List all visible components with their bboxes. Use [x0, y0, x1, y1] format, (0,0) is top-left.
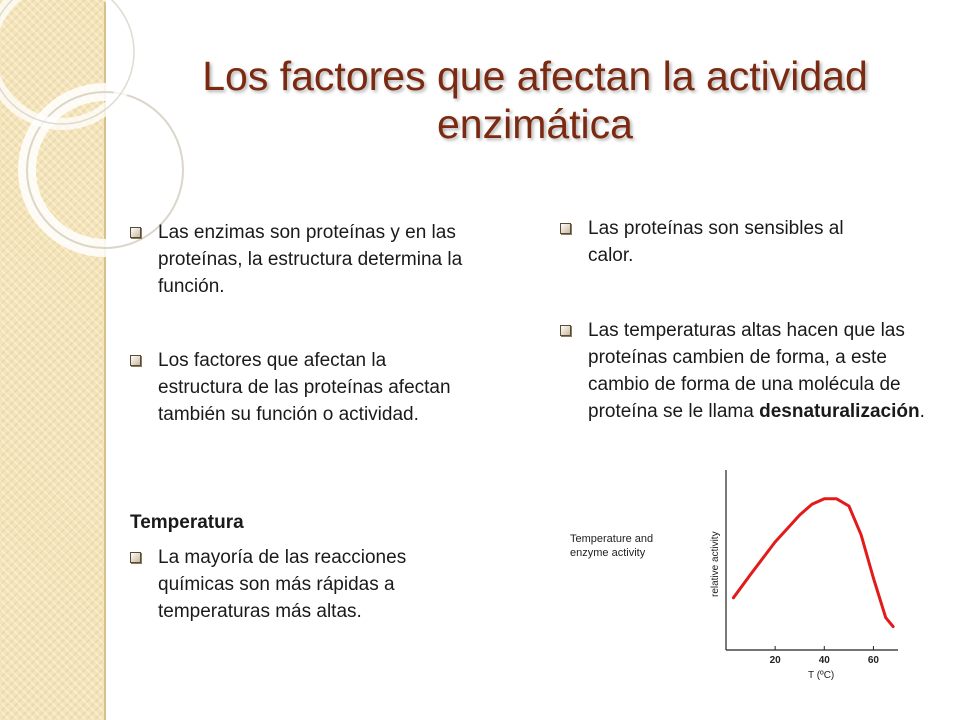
left-bullet-2: Los factores que afectan la estructura d…	[130, 347, 470, 428]
x-tick-label: 20	[770, 655, 782, 666]
x-tick-label: 60	[868, 655, 880, 666]
right-bullet-2-text: Las temperaturas altas hacen que las pro…	[588, 320, 905, 422]
desnaturalizacion-term: desnaturalización	[759, 401, 920, 422]
activity-curve	[731, 497, 895, 629]
x-tick-label: 40	[819, 655, 831, 666]
section-label-temperatura: Temperatura	[130, 512, 244, 533]
temperature-activity-chart: Temperature and enzyme activity relative…	[570, 470, 898, 681]
bullet-square-icon	[560, 325, 571, 336]
bullet-square-icon	[560, 223, 571, 234]
bullet-square-icon	[130, 552, 141, 563]
right-bullet-2: Las temperaturas altas hacen que las pro…	[560, 317, 940, 425]
right-bullet-1: Las proteínas son sensibles al calor.	[560, 215, 890, 269]
left-bullet-3: La mayoría de las reacciones químicas so…	[130, 544, 480, 625]
bullet-square-icon	[130, 355, 141, 366]
x-axis-label: T (ºC)	[808, 670, 834, 681]
left-bullet-1: Las enzimas son proteínas y en las prote…	[130, 219, 480, 300]
y-axis-label: relative activity	[710, 531, 721, 597]
left-bullet-3-text: La mayoría de las reacciones químicas so…	[158, 547, 407, 622]
chart-title-line-2: enzyme activity	[570, 547, 646, 559]
page-title: Los factores que afectan la actividad en…	[202, 53, 868, 147]
right-bullet-1-text: Las proteínas son sensibles al calor.	[588, 218, 844, 266]
left-bullet-1-text: Las enzimas son proteínas y en las prote…	[158, 222, 463, 297]
left-bullet-2-text: Los factores que afectan la estructura d…	[158, 350, 451, 425]
decorative-side-panel	[0, 0, 106, 720]
chart-title-line-1: Temperature and	[570, 533, 653, 545]
right-bullet-2-end: .	[919, 401, 925, 422]
bullet-square-icon	[130, 227, 141, 238]
